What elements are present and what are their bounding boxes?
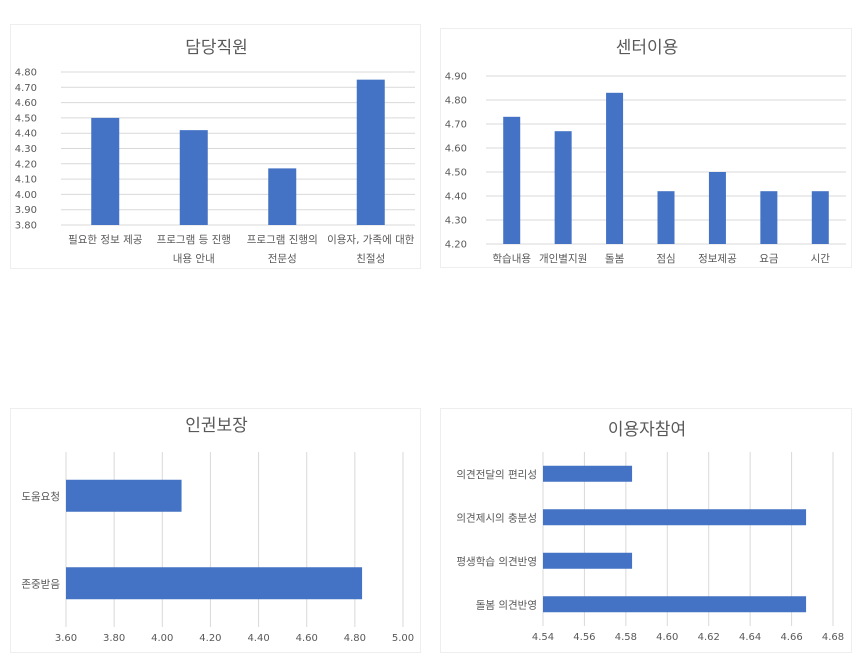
bar [543,552,633,569]
y-tick-label: 4.80 [445,96,467,107]
chart-title: 센터이용 [616,38,679,58]
bar [66,479,182,512]
x-category-label: 개인별지원 [539,253,587,265]
x-tick-label: 4.68 [822,632,844,643]
x-tick-label: 5.00 [392,633,414,644]
y-tick-label: 4.80 [15,68,37,79]
bar [543,596,807,613]
chart-title: 인권보장 [185,416,248,436]
x-category-label: 전문성 [268,253,297,265]
x-category-label: 이용자, 가족에 대한 [327,234,415,246]
x-tick-label: 4.40 [247,633,269,644]
y-tick-label: 4.60 [445,144,467,155]
y-category-label: 도움요청 [21,491,60,503]
chart-center-use: 센터이용 4.20 4.30 4.40 4.50 4.60 4.70 4.80 4.90 학습내용… [445,38,846,265]
y-category-label: 의견제시의 충분성 [456,512,537,524]
y-tick-label: 3.80 [15,221,37,232]
x-category-label: 프로그램 진행의 [247,234,318,246]
chart-panel-staff: 담당직원 3.80 3.90 4.00 4.10 4.20 4.30 4.40 4.50 4.60… [10,24,421,269]
y-tick-label: 4.30 [445,216,467,227]
y-tick-label: 4.00 [15,190,37,201]
x-category-label: 돌봄 [605,253,625,265]
x-tick-label: 4.54 [532,632,554,643]
bar [657,191,675,244]
chart-title: 담당직원 [185,38,248,58]
x-tick-label: 4.66 [780,632,802,643]
x-category-label: 학습내용 [492,253,531,265]
bar [543,465,633,482]
x-tick-label: 3.80 [103,633,125,644]
x-tick-label: 4.00 [151,633,173,644]
chart-panel-human-rights: 인권보장 3.60 3.80 4.00 4.20 4.40 4.60 4.80 5.00 도움요청… [10,408,421,653]
chart-title: 이용자참여 [608,420,686,440]
x-category-label: 요금 [759,253,779,265]
x-tick-label: 4.80 [344,633,366,644]
y-tick-label: 4.50 [445,168,467,179]
bar [554,131,572,244]
y-tick-label: 4.50 [15,113,37,124]
bar [356,79,385,226]
bar [503,116,521,244]
x-tick-label: 4.20 [199,633,221,644]
bar [543,509,807,526]
x-category-label: 내용 안내 [173,253,215,265]
x-tick-label: 4.60 [656,632,678,643]
x-tick-label: 4.62 [698,632,720,643]
y-category-label: 돌봄 의견반영 [476,599,537,611]
x-tick-label: 3.60 [55,633,77,644]
bar [760,191,778,244]
y-tick-label: 4.30 [15,144,37,155]
x-tick-label: 4.58 [615,632,637,643]
y-tick-label: 4.10 [15,175,37,186]
y-tick-label: 4.20 [445,240,467,251]
chart-user-participation: 이용자참여 4.54 4.56 4.58 4.60 4.62 4.64 4.66 4.68 의견전… [456,420,844,643]
y-category-label: 의견전달의 편리성 [456,468,537,481]
y-tick-label: 4.60 [15,98,37,109]
bar [606,92,624,244]
bar [708,172,726,244]
bar [66,567,363,600]
x-category-label: 점심 [656,253,675,265]
x-category-label: 필요한 정보 제공 [68,234,143,246]
bar [91,117,120,225]
x-category-label: 정보제공 [698,253,737,265]
chart-panel-center-use: 센터이용 4.20 4.30 4.40 4.50 4.60 4.70 4.80 4.90 학습내용… [440,28,852,268]
bar [811,191,829,244]
chart-staff: 담당직원 3.80 3.90 4.00 4.10 4.20 4.30 4.40 4.50 4.60… [15,38,415,265]
x-tick-label: 4.64 [739,632,761,643]
x-tick-label: 4.60 [296,633,318,644]
y-tick-label: 4.40 [15,129,37,140]
y-category-label: 평생학습 의견반영 [456,556,537,568]
bar [268,168,297,225]
y-tick-label: 4.90 [445,72,467,83]
y-tick-label: 4.40 [445,192,467,203]
y-tick-label: 4.70 [15,83,37,94]
y-tick-label: 4.70 [445,120,467,131]
x-tick-label: 4.56 [573,632,595,643]
chart-human-rights: 인권보장 3.60 3.80 4.00 4.20 4.40 4.60 4.80 5.00 도움요청… [21,416,414,644]
bar [179,130,208,225]
chart-panel-user-participation: 이용자참여 4.54 4.56 4.58 4.60 4.62 4.64 4.66 4.68 의견전… [440,408,852,653]
x-category-label: 친절성 [356,252,385,265]
y-tick-label: 4.20 [15,159,37,170]
x-category-label: 프로그램 등 진행 [157,234,231,246]
y-category-label: 존중받음 [21,578,60,590]
x-category-label: 시간 [811,253,831,265]
y-tick-label: 3.90 [15,205,37,216]
